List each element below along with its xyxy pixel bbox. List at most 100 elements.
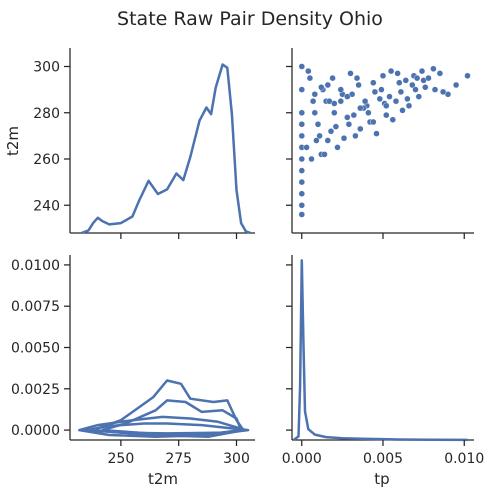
- tick-label: 0.0025: [11, 382, 60, 398]
- kde-contours: [78, 379, 250, 438]
- tick-label: 0.005: [363, 451, 403, 467]
- scatter-point: [316, 132, 323, 140]
- scatter-point: [422, 84, 429, 91]
- tick-label: 240: [33, 198, 60, 214]
- scatter-point: [436, 70, 444, 77]
- tick-label: 275: [165, 451, 192, 467]
- scatter-point: [452, 81, 460, 89]
- scatter-point: [415, 93, 422, 100]
- scatter-point: [370, 79, 377, 86]
- scatter-point: [418, 67, 426, 75]
- tick-label: 0.0050: [11, 341, 60, 357]
- scatter-point: [311, 109, 318, 117]
- scatter-point: [431, 86, 439, 93]
- tick-label: 0.000: [282, 451, 322, 467]
- scatter-point: [357, 125, 364, 133]
- scatter-point: [313, 137, 320, 144]
- scatter-point: [324, 137, 331, 144]
- panel-t2m-kde: [69, 48, 255, 235]
- scatter-point: [306, 74, 314, 82]
- scatter-point: [365, 109, 372, 117]
- scatter-point: [344, 114, 351, 121]
- tick-label: 250: [108, 451, 135, 467]
- scatter-point: [321, 151, 328, 158]
- axis-ticks: 240 260 280 300 0.0000 0.0025 0.0050 0.0075 0.01…: [11, 60, 484, 468]
- scatter-point: [298, 121, 305, 128]
- scatter-point: [298, 202, 305, 209]
- scatter-point: [352, 132, 359, 140]
- scatter-point: [396, 79, 403, 86]
- scatter-point: [331, 109, 338, 117]
- scatter-point: [355, 81, 362, 89]
- scatter-point: [298, 132, 305, 140]
- scatter-point: [308, 155, 315, 163]
- tick-label: 0.0100: [11, 258, 60, 274]
- scatter-point: [464, 72, 471, 80]
- scatter-point: [314, 121, 322, 128]
- tick-label: 300: [223, 451, 250, 467]
- scatter-point: [298, 155, 305, 163]
- scatter-point: [383, 111, 390, 119]
- contour-line: [78, 415, 248, 438]
- scatter-point: [387, 67, 395, 75]
- t2m-kde-curve: [81, 63, 251, 235]
- scatter-point: [397, 88, 405, 96]
- scatter-points: [298, 63, 471, 218]
- panel-tp-kde: [291, 255, 474, 442]
- scatter-point: [340, 134, 348, 142]
- scatter-point: [298, 211, 305, 218]
- scatter-point: [430, 65, 437, 73]
- scatter-point: [329, 74, 336, 82]
- scatter-point: [337, 97, 344, 105]
- scatter-point: [371, 88, 379, 96]
- scatter-point: [298, 190, 305, 197]
- panel-tp-vs-t2m-contour: [69, 255, 255, 441]
- scatter-point: [378, 86, 385, 93]
- y-axis-label-t2m: t2m: [4, 126, 22, 156]
- scatter-point: [309, 97, 317, 105]
- scatter-point: [303, 144, 310, 151]
- tick-label: 280: [33, 106, 60, 122]
- x-axis-label-tp: tp: [374, 470, 389, 488]
- scatter-point: [298, 63, 305, 70]
- scatter-point: [394, 70, 401, 77]
- scatter-point: [405, 102, 413, 110]
- scatter-point: [409, 81, 416, 89]
- scatter-point: [404, 95, 411, 103]
- scatter-point: [412, 86, 419, 93]
- scatter-point: [298, 178, 305, 186]
- chart-title: State Raw Pair Density Ohio: [117, 8, 383, 30]
- scatter-point: [399, 107, 406, 114]
- scatter-point: [318, 84, 325, 91]
- scatter-point: [389, 116, 396, 123]
- scatter-point: [353, 74, 361, 82]
- scatter-point: [298, 86, 305, 93]
- scatter-point: [370, 118, 377, 126]
- contour-line: [101, 399, 243, 437]
- scatter-point: [386, 93, 393, 100]
- tick-label: 260: [33, 152, 60, 168]
- tp-kde-curve: [292, 259, 468, 442]
- scatter-point: [311, 91, 318, 98]
- scatter-point: [298, 167, 305, 174]
- panel-t2m-vs-tp-scatter: [291, 48, 474, 234]
- scatter-point: [402, 77, 409, 84]
- scatter-point: [334, 144, 341, 151]
- scatter-point: [383, 102, 390, 110]
- scatter-point: [337, 86, 344, 93]
- scatter-point: [350, 111, 357, 119]
- scatter-point: [379, 72, 387, 80]
- scatter-point: [347, 70, 354, 77]
- scatter-point: [332, 123, 340, 130]
- scatter-point: [376, 95, 383, 103]
- tick-label: 0.0000: [11, 423, 60, 439]
- scatter-point: [413, 74, 421, 82]
- scatter-point: [327, 128, 335, 135]
- scatter-point: [345, 121, 353, 128]
- tick-label: 0.0075: [11, 299, 60, 315]
- scatter-point: [305, 67, 312, 75]
- scatter-point: [331, 100, 338, 107]
- scatter-point: [344, 93, 351, 100]
- scatter-point: [439, 88, 447, 96]
